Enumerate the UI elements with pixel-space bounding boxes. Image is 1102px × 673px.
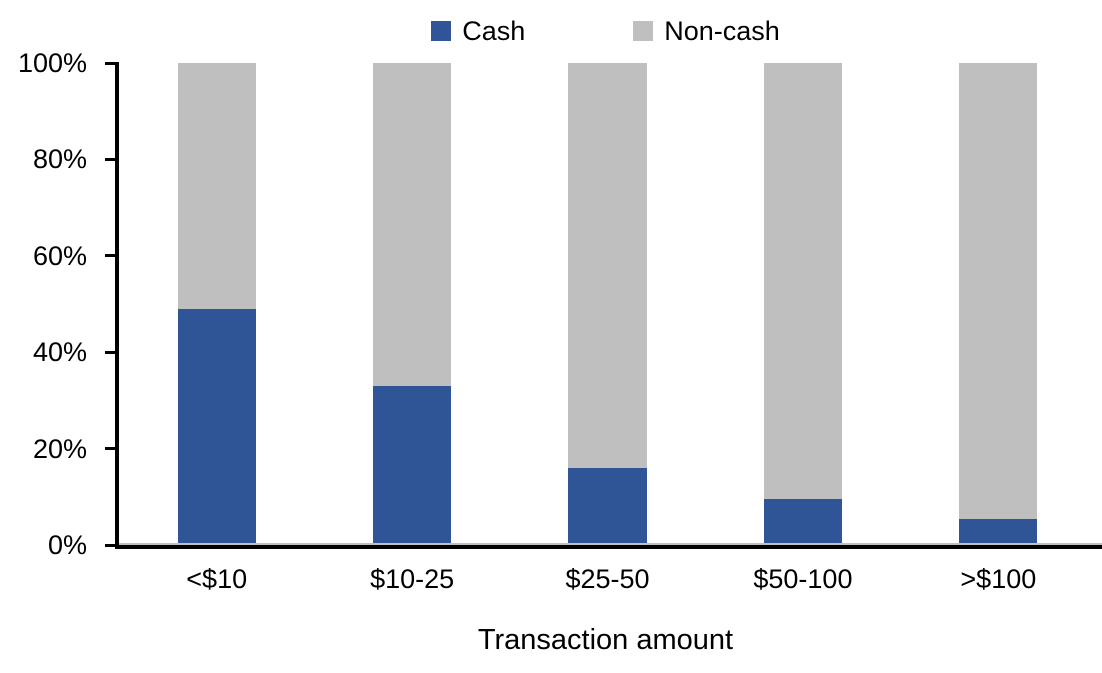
bar-slot-3 [510, 63, 705, 545]
legend-label: Non-cash [664, 16, 780, 46]
bar-segment-non-cash [568, 63, 647, 468]
bar-segment-cash [177, 308, 256, 545]
x-tick-label: $10-25 [370, 564, 455, 594]
bar-5 [959, 63, 1038, 545]
bar-segment-cash [959, 518, 1038, 545]
legend-label: Cash [462, 16, 526, 46]
bar-4 [763, 63, 842, 545]
y-tick-label: 20% [32, 433, 87, 464]
bar-segment-non-cash [373, 63, 452, 386]
y-axis-tick [105, 447, 115, 451]
bar-slot-2 [314, 63, 509, 545]
bar-slot-4 [705, 63, 900, 545]
x-axis-line [115, 545, 1102, 549]
y-axis-tick [105, 157, 115, 161]
y-axis-tick [105, 254, 115, 258]
y-axis-tick [105, 350, 115, 354]
bar-segment-cash [568, 467, 647, 545]
y-tick-label: 80% [32, 144, 87, 175]
x-axis-tick-labels: <$10 $10-25 $25-50 $50-100 >$100 [119, 562, 1096, 596]
zero-gridline [119, 543, 1102, 545]
y-axis-line [115, 62, 119, 549]
bar-segment-cash [763, 499, 842, 545]
legend-swatch-icon [431, 21, 452, 41]
bar-2 [373, 63, 452, 545]
x-tick-label: <$10 [186, 564, 248, 594]
y-axis-tick [105, 543, 115, 547]
plot-area [119, 63, 1096, 545]
bar-3 [568, 63, 647, 545]
x-tick-label: $50-100 [753, 564, 853, 594]
legend-swatch-icon [633, 21, 654, 41]
legend-item-cash: Cash [431, 15, 525, 47]
bar-segment-cash [373, 385, 452, 545]
y-tick-label: 100% [17, 48, 87, 78]
bar-segment-non-cash [763, 63, 842, 500]
y-tick-label: 40% [32, 337, 87, 368]
y-tick-label: 0% [47, 530, 87, 560]
bar-segment-non-cash [177, 63, 256, 309]
x-tick-label: >$100 [960, 564, 1037, 594]
bar-slot-5 [901, 63, 1096, 545]
bar-segment-non-cash [959, 63, 1038, 519]
chart-legend: Cash Non-cash [115, 12, 1096, 50]
x-axis-title: Transaction amount [477, 624, 734, 656]
bar-1 [177, 63, 256, 545]
x-tick-label: $25-50 [565, 564, 650, 594]
y-tick-label: 60% [32, 240, 87, 271]
legend-item-non-cash: Non-cash [633, 15, 780, 47]
bar-slot-1 [119, 63, 314, 545]
y-axis-tick [105, 61, 115, 65]
